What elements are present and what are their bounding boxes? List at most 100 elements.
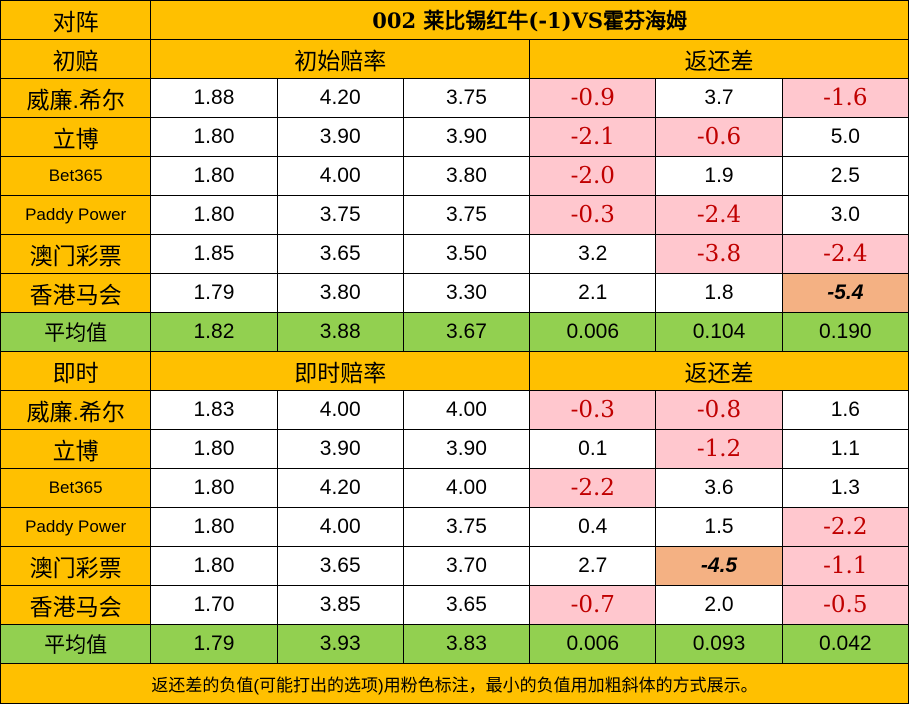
odds-cell: 3.75 [402,195,531,235]
match-title: 002 莱比锡红牛(-1)VS霍芬海姆 [150,0,909,40]
average-diff: 0.006 [529,624,657,664]
diff-cell: -0.3 [529,390,657,430]
table-row: 立博 1.80 3.90 3.90 -2.1 -0.6 5.0 [0,117,910,157]
diff-cell: -0.8 [655,390,783,430]
table-row: Paddy Power 1.80 4.00 3.75 0.4 1.5 -2.2 [0,507,910,547]
company-name: Paddy Power [0,195,152,235]
odds-cell: 3.30 [402,273,531,313]
diff-cell: 3.6 [655,468,783,508]
table-row: 初赔 初始赔率 返还差 [0,39,909,79]
diff-cell: 3.0 [781,195,910,235]
section-label: 初赔 [0,39,152,79]
diff-cell: -2.2 [781,507,910,547]
diff-cell: -2.2 [529,468,657,508]
table-row: 澳门彩票 1.85 3.65 3.50 3.2 -3.8 -2.4 [0,234,910,274]
odds-cell: 3.80 [276,273,404,313]
average-diff: 0.190 [781,312,910,352]
diff-cell: 5.0 [781,117,910,157]
table-row: 香港马会 1.79 3.80 3.30 2.1 1.8 -5.4 [0,273,910,313]
table-row: 平均值 1.79 3.93 3.83 0.006 0.093 0.042 [0,624,910,664]
odds-cell: 4.00 [276,156,404,196]
odds-cell: 3.80 [402,156,531,196]
odds-cell: 1.80 [150,468,278,508]
diff-title: 返还差 [529,351,909,391]
diff-cell: 1.6 [781,390,910,430]
diff-cell: 1.5 [655,507,783,547]
company-name: 香港马会 [0,273,152,313]
diff-cell: -2.1 [529,117,657,157]
odds-cell: 3.90 [276,429,404,469]
odds-cell: 4.20 [276,78,404,118]
diff-cell: -5.4 [781,273,910,313]
diff-cell: -1.6 [781,78,910,118]
diff-cell: -0.5 [781,585,910,625]
diff-cell: 0.1 [529,429,657,469]
diff-cell: -2.4 [655,195,783,235]
average-odds: 3.83 [402,624,531,664]
odds-cell: 4.00 [402,468,531,508]
odds-cell: 1.80 [150,195,278,235]
odds-cell: 1.83 [150,390,278,430]
diff-cell: 1.3 [781,468,910,508]
company-name: Bet365 [0,156,152,196]
diff-cell: 1.8 [655,273,783,313]
table-row: Paddy Power 1.80 3.75 3.75 -0.3 -2.4 3.0 [0,195,910,235]
odds-cell: 4.20 [276,468,404,508]
average-diff: 0.042 [781,624,910,664]
table-row: 威廉.希尔 1.88 4.20 3.75 -0.9 3.7 -1.6 [0,78,910,118]
table-row: 返还差的负值(可能打出的选项)用粉色标注，最小的负值用加粗斜体的方式展示。 [0,663,909,704]
odds-cell: 3.50 [402,234,531,274]
odds-cell: 3.85 [276,585,404,625]
odds-cell: 3.90 [402,117,531,157]
diff-cell: 2.7 [529,546,657,586]
diff-cell: 2.1 [529,273,657,313]
footer-note: 返还差的负值(可能打出的选项)用粉色标注，最小的负值用加粗斜体的方式展示。 [0,663,909,704]
diff-cell: 0.4 [529,507,657,547]
odds-cell: 3.65 [402,585,531,625]
diff-cell: -0.3 [529,195,657,235]
odds-cell: 3.75 [276,195,404,235]
company-name: 澳门彩票 [0,234,152,274]
table-row: Bet365 1.80 4.20 4.00 -2.2 3.6 1.3 [0,468,910,508]
average-label: 平均值 [0,312,152,352]
company-name: Paddy Power [0,507,152,547]
table-row: Bet365 1.80 4.00 3.80 -2.0 1.9 2.5 [0,156,910,196]
average-odds: 1.79 [150,624,278,664]
section-label: 即时 [0,351,152,391]
average-diff: 0.104 [655,312,783,352]
diff-cell: 1.9 [655,156,783,196]
diff-cell: -0.9 [529,78,657,118]
odds-cell: 3.70 [402,546,531,586]
diff-cell: -2.4 [781,234,910,274]
diff-cell: 2.0 [655,585,783,625]
company-name: 立博 [0,429,152,469]
diff-cell: 2.5 [781,156,910,196]
company-name: 立博 [0,117,152,157]
odds-cell: 1.80 [150,546,278,586]
diff-title: 返还差 [529,39,909,79]
header-label: 对阵 [0,0,152,40]
odds-cell: 1.88 [150,78,278,118]
table-row: 即时 即时赔率 返还差 [0,351,909,391]
odds-cell: 1.80 [150,429,278,469]
table-row: 澳门彩票 1.80 3.65 3.70 2.7 -4.5 -1.1 [0,546,910,586]
diff-cell: 3.2 [529,234,657,274]
table-row: 对阵 002 莱比锡红牛(-1)VS霍芬海姆 [0,0,909,40]
average-label: 平均值 [0,624,152,664]
odds-title: 初始赔率 [150,39,531,79]
diff-cell: -4.5 [655,546,783,586]
odds-cell: 3.90 [276,117,404,157]
diff-cell: -1.1 [781,546,910,586]
diff-cell: -0.7 [529,585,657,625]
table-row: 威廉.希尔 1.83 4.00 4.00 -0.3 -0.8 1.6 [0,390,910,430]
table-row: 平均值 1.82 3.88 3.67 0.006 0.104 0.190 [0,312,910,352]
odds-cell: 4.00 [276,390,404,430]
average-odds: 3.67 [402,312,531,352]
company-name: 威廉.希尔 [0,78,152,118]
company-name: 澳门彩票 [0,546,152,586]
odds-cell: 1.80 [150,117,278,157]
table-row: 香港马会 1.70 3.85 3.65 -0.7 2.0 -0.5 [0,585,910,625]
odds-cell: 1.70 [150,585,278,625]
